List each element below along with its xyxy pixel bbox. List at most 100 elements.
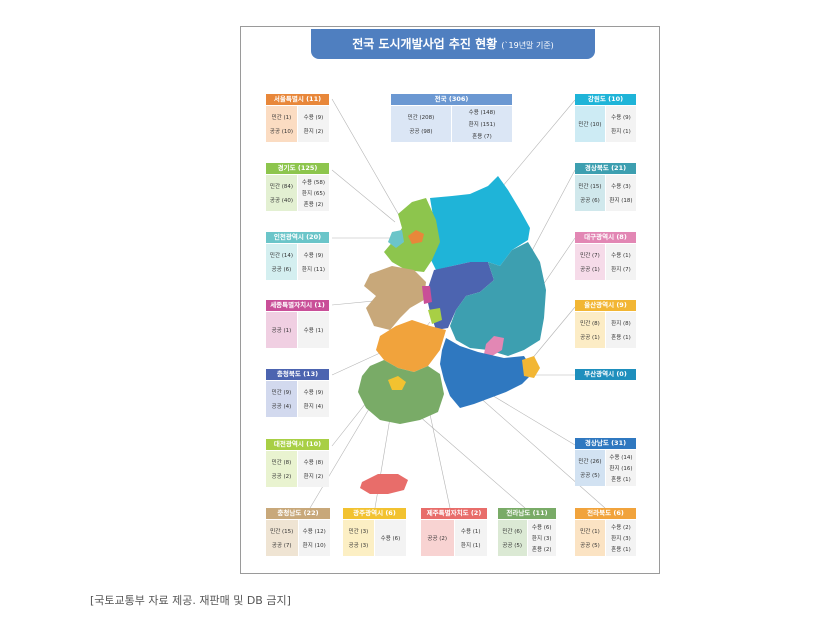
gyeongnam-right: 수용 (14) 환지 (16) 혼용 (1): [606, 450, 636, 486]
jeju-right-0: 수용 (1): [460, 529, 481, 535]
title-note: (`19년말 기준): [501, 41, 554, 50]
jeonbuk-box: 전라북도 (6) 민간 (1) 공공 (5) 수용 (2) 환지 (3) 혼용 (1): [575, 508, 636, 556]
chungnam-region: [364, 266, 426, 330]
daegu-right-0: 수용 (1): [611, 253, 631, 259]
national-left-0: 민간 (208): [407, 115, 435, 121]
jeonbuk-region: [376, 320, 446, 372]
title-text: 전국 도시개발사업 추진 현황: [352, 37, 498, 51]
gangwon-right-1: 환지 (1): [611, 129, 631, 135]
incheon-left-1: 공공 (6): [271, 267, 292, 273]
daejeon-right: 수용 (8) 환지 (2): [298, 451, 329, 487]
chungbuk-left-0: 민간 (9): [271, 390, 292, 396]
daegu-header: 대구광역시 (8): [575, 232, 636, 243]
gyeonggi-left-0: 민간 (84): [269, 184, 294, 190]
jeju-left-0: 공공 (2): [427, 536, 448, 542]
chungnam-left-0: 민간 (15): [270, 529, 294, 535]
jeonnam-right-1: 환지 (3): [531, 536, 552, 542]
gyeongbuk-left-1: 공공 (6): [580, 198, 600, 204]
national-header: 전국 (306): [391, 94, 512, 105]
seoul-right-0: 수용 (9): [303, 115, 324, 121]
jeju-right: 수용 (1) 환지 (1): [454, 520, 487, 556]
daejeon-region: [428, 308, 442, 324]
national-left-1: 공공 (98): [409, 129, 433, 135]
incheon-right-0: 수용 (9): [303, 253, 324, 259]
jeonnam-right: 수용 (6) 환지 (3) 혼용 (2): [527, 520, 556, 556]
seoul-header: 서울특별시 (11): [266, 94, 329, 105]
jeonbuk-right: 수용 (2) 환지 (3) 혼용 (1): [606, 520, 636, 556]
seoul-right-1: 환지 (2): [303, 129, 324, 135]
ulsan-left-1: 공공 (1): [580, 335, 600, 341]
gyeongbuk-header: 경상북도 (21): [575, 163, 636, 174]
gyeongnam-right-2: 혼용 (1): [611, 477, 631, 483]
busan-header: 부산광역시 (0): [575, 369, 636, 380]
sejong-right-0: 수용 (1): [303, 328, 324, 334]
gyeongbuk-left-0: 민간 (15): [578, 184, 602, 190]
daegu-right: 수용 (1) 환지 (7): [606, 244, 636, 280]
jeonnam-region: [358, 360, 444, 424]
ulsan-header: 울산광역시 (9): [575, 300, 636, 311]
sejong-left: 공공 (1): [266, 312, 297, 348]
jeonbuk-left-1: 공공 (5): [580, 543, 600, 549]
ulsan-left-0: 민간 (8): [580, 321, 600, 327]
national-right-0: 수용 (148): [468, 110, 496, 116]
chungbuk-region: [426, 262, 494, 330]
chungbuk-right-0: 수용 (9): [303, 390, 324, 396]
infographic-title: 전국 도시개발사업 추진 현황 (`19년말 기준): [311, 29, 595, 59]
chungnam-right-0: 수용 (12): [302, 529, 326, 535]
busan-box: 부산광역시 (0): [575, 369, 636, 380]
gangwon-left: 민간 (10): [575, 106, 605, 142]
gyeongbuk-right-1: 환지 (18): [609, 198, 633, 204]
gyeongnam-left-0: 민간 (26): [578, 459, 602, 465]
sejong-region: [422, 286, 432, 304]
gangwon-left-0: 민간 (10): [578, 122, 602, 128]
gwangju-region: [388, 376, 406, 390]
gyeongnam-left-1: 공공 (5): [580, 473, 600, 479]
chungnam-box: 충청남도 (22) 민간 (15) 공공 (7) 수용 (12) 환지 (10): [266, 508, 330, 556]
national-right-1: 환지 (151): [468, 122, 496, 128]
daejeon-left-1: 공공 (2): [271, 474, 292, 480]
jeonnam-box: 전라남도 (11) 민간 (6) 공공 (5) 수용 (6) 환지 (3) 혼용 (2…: [498, 508, 556, 556]
national-summary-box: 전국 (306) 민간 (208) 공공 (98) 수용 (148) 환지 (1…: [391, 94, 512, 142]
incheon-right: 수용 (9) 환지 (11): [298, 244, 329, 280]
jeonnam-left: 민간 (6) 공공 (5): [498, 520, 527, 556]
chungnam-header: 충청남도 (22): [266, 508, 330, 519]
gangwon-box: 강원도 (10) 민간 (10) 수용 (9) 환지 (1): [575, 94, 636, 142]
incheon-left: 민간 (14) 공공 (6): [266, 244, 297, 280]
daejeon-left: 민간 (8) 공공 (2): [266, 451, 297, 487]
gyeonggi-header: 경기도 (125): [266, 163, 329, 174]
gwangju-left-1: 공공 (3): [348, 543, 369, 549]
daejeon-box: 대전광역시 (10) 민간 (8) 공공 (2) 수용 (8) 환지 (2): [266, 439, 329, 487]
daegu-left: 민간 (7) 공공 (1): [575, 244, 605, 280]
jeju-header: 제주특별자치도 (2): [421, 508, 487, 519]
chungbuk-left-1: 공공 (4): [271, 404, 292, 410]
jeonbuk-left-0: 민간 (1): [580, 529, 600, 535]
sejong-left-0: 공공 (1): [271, 328, 292, 334]
national-right-cell: 수용 (148) 환지 (151) 혼용 (7): [452, 106, 512, 142]
gyeongnam-left: 민간 (26) 공공 (5): [575, 450, 605, 486]
national-right-2: 혼용 (7): [472, 134, 492, 140]
chungbuk-box: 충청북도 (13) 민간 (9) 공공 (4) 수용 (9) 환지 (4): [266, 369, 329, 417]
daegu-box: 대구광역시 (8) 민간 (7) 공공 (1) 수용 (1) 환지 (7): [575, 232, 636, 280]
gyeonggi-right: 수용 (58) 환지 (65) 혼용 (2): [298, 175, 329, 211]
gwangju-right: 수용 (6): [375, 520, 406, 556]
seoul-region: [408, 230, 424, 244]
gwangju-box: 광주광역시 (6) 민간 (3) 공공 (3) 수용 (6): [343, 508, 406, 556]
sejong-right: 수용 (1): [298, 312, 329, 348]
incheon-right-1: 환지 (11): [301, 267, 326, 273]
gwangju-left-0: 민간 (3): [348, 529, 369, 535]
jeonnam-right-0: 수용 (6): [531, 525, 552, 531]
gyeonggi-left-1: 공공 (40): [269, 198, 294, 204]
daegu-right-1: 환지 (7): [611, 267, 631, 273]
ulsan-right: 환지 (8) 혼용 (1): [606, 312, 636, 348]
jeonbuk-right-1: 환지 (3): [611, 536, 631, 542]
jeonnam-left-1: 공공 (5): [502, 543, 523, 549]
daegu-left-0: 민간 (7): [580, 253, 600, 259]
national-left-cell: 민간 (208) 공공 (98): [391, 106, 451, 142]
seoul-left-1: 공공 (10): [269, 129, 294, 135]
jeju-box: 제주특별자치도 (2) 공공 (2) 수용 (1) 환지 (1): [421, 508, 487, 556]
chungbuk-left: 민간 (9) 공공 (4): [266, 381, 297, 417]
gyeongnam-box: 경상남도 (31) 민간 (26) 공공 (5) 수용 (14) 환지 (16) 혼용…: [575, 438, 636, 486]
chungnam-right-1: 환지 (10): [302, 543, 326, 549]
incheon-box: 인천광역시 (20) 민간 (14) 공공 (6) 수용 (9) 환지 (11): [266, 232, 329, 280]
